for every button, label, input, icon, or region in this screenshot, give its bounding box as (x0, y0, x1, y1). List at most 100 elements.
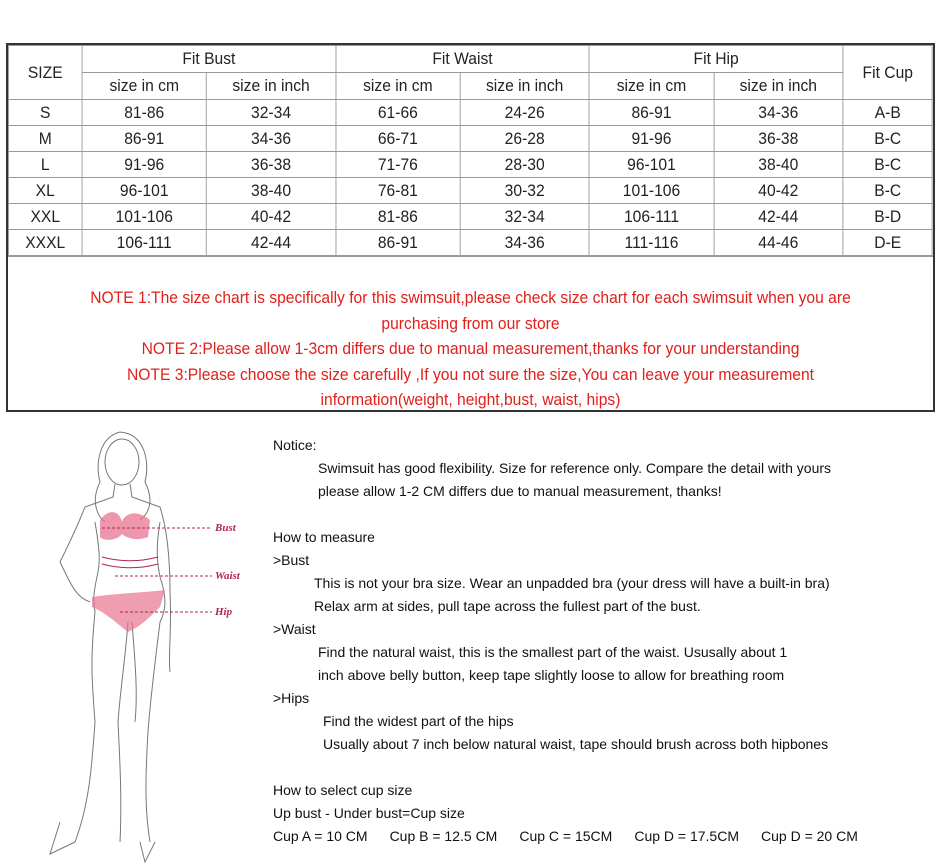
table-cell: B-C (842, 177, 934, 204)
table-cell: 32-34 (459, 203, 590, 230)
cup-size: Cup C = 15CM (519, 828, 613, 844)
sub-header: size in cm (588, 72, 715, 100)
table-cell: 36-38 (205, 151, 337, 178)
table-cell: 86-91 (335, 229, 461, 256)
table-cell: 28-30 (459, 151, 590, 178)
table-cell: 42-44 (205, 229, 337, 256)
hip-label: Hip (214, 606, 233, 618)
table-cell: XL (8, 177, 83, 204)
table-cell: 111-116 (588, 229, 715, 256)
size-table: SIZE Fit Bust Fit Waist Fit Hip Fit Cup … (8, 45, 934, 256)
table-cell: 101-106 (81, 203, 207, 230)
sub-header: size in cm (335, 72, 461, 100)
table-row: S 81-86 32-34 61-66 24-26 86-91 34-36 A-B (8, 99, 934, 126)
table-cell: 61-66 (335, 99, 461, 126)
hips-title: >Hips (273, 690, 310, 706)
bikini-bottom (92, 590, 165, 632)
table-cell: XXXL (8, 229, 83, 256)
table-cell: 40-42 (205, 203, 337, 230)
table-row: L 91-96 36-38 71-76 28-30 96-101 38-40 B-C (8, 151, 934, 178)
body-measurement-illustration: Bust Waist Hip (49, 431, 241, 864)
table-cell: 30-32 (459, 177, 590, 204)
table-cell: 101-106 (588, 177, 715, 204)
table-cell: 42-44 (713, 203, 844, 230)
how-to-measure-title: How to measure (273, 529, 375, 545)
table-cell: 71-76 (335, 151, 461, 178)
waist-title: >Waist (273, 621, 316, 637)
table-cell: L (8, 151, 83, 178)
table-cell: 91-96 (588, 125, 715, 152)
table-cell: 34-36 (205, 125, 337, 152)
table-cell: 32-34 (205, 99, 337, 126)
sub-header: size in cm (81, 72, 207, 100)
cup-size: Cup B = 12.5 CM (389, 828, 498, 844)
bust-title: >Bust (273, 552, 310, 568)
table-cell: 38-40 (205, 177, 337, 204)
table-row: XL 96-101 38-40 76-81 30-32 101-106 40-42 B-C (8, 177, 934, 204)
note-line: NOTE 3:Please choose the size carefully … (126, 364, 815, 384)
bust-line: This is not your bra size. Wear an unpad… (314, 575, 830, 591)
hips-line: Usually about 7 inch below natural waist… (323, 736, 829, 752)
table-row: XXL 101-106 40-42 81-86 32-34 106-111 42-44 B-D (8, 203, 934, 230)
table-cell: M (8, 125, 83, 152)
sub-header: size in inch (205, 72, 337, 100)
note-line: NOTE 2:Please allow 1-3cm differs due to… (141, 339, 800, 358)
size-header: SIZE (8, 45, 83, 100)
table-cell: B-D (842, 203, 934, 230)
table-cell: XXL (8, 203, 83, 230)
table-cell: 26-28 (459, 125, 590, 152)
table-cell: 76-81 (335, 177, 461, 204)
table-cell: 81-86 (81, 99, 207, 126)
size-chart: SIZE Fit Bust Fit Waist Fit Hip Fit Cup … (6, 43, 935, 412)
hips-line: Find the widest part of the hips (323, 713, 514, 729)
bra (100, 512, 150, 540)
table-cell: S (8, 99, 83, 126)
cup-size: Cup D = 20 CM (761, 828, 858, 844)
cup-title: How to select cup size (273, 782, 413, 798)
table-cell: 96-101 (588, 151, 715, 178)
table-cell: 81-86 (335, 203, 461, 230)
notice-title: Notice: (273, 437, 317, 453)
table-cell: 34-36 (713, 99, 844, 126)
table-cell: 66-71 (335, 125, 461, 152)
waist-label: Waist (215, 570, 241, 582)
measurement-guide: Notice: Swimsuit has good flexibility. S… (273, 434, 880, 848)
notice-line: Swimsuit has good flexibility. Size for … (318, 460, 832, 476)
note-line: information(weight, height,bust, waist, … (320, 390, 621, 409)
group-header: Fit Bust (81, 45, 337, 73)
cup-size: Cup A = 10 CM (273, 828, 368, 844)
waist-line: inch above belly button, keep tape sligh… (318, 667, 785, 683)
sub-header: size in inch (713, 72, 844, 100)
table-cell: 44-46 (713, 229, 844, 256)
notes: NOTE 1:The size chart is specifically fo… (8, 256, 933, 410)
table-cell: 86-91 (81, 125, 207, 152)
note-line: purchasing from our store (381, 313, 560, 333)
table-cell: 24-26 (459, 99, 590, 126)
group-header: Fit Hip (588, 45, 844, 73)
cup-size: Cup D = 17.5CM (634, 828, 739, 844)
cup-formula: Up bust - Under bust=Cup size (273, 805, 465, 821)
table-row: XXXL 106-111 42-44 86-91 34-36 111-116 44-46 D-… (8, 229, 934, 256)
table-cell: 34-36 (459, 229, 590, 256)
table-cell: B-C (842, 125, 934, 152)
table-cell: B-C (842, 151, 934, 178)
table-cell: 38-40 (713, 151, 844, 178)
table-cell: D-E (842, 229, 934, 256)
cup-sizes: Cup A = 10 CM Cup B = 12.5 CM Cup C = 15CM… (273, 825, 880, 848)
table-cell: 106-111 (588, 203, 715, 230)
note-line: NOTE 1:The size chart is specifically fo… (90, 288, 851, 307)
table-cell: 96-101 (81, 177, 207, 204)
table-cell: 106-111 (81, 229, 207, 256)
table-cell: A-B (842, 99, 934, 126)
table-cell: 91-96 (81, 151, 207, 178)
cup-header: Fit Cup (842, 45, 934, 100)
table-cell: 40-42 (713, 177, 844, 204)
bust-line: Relax arm at sides, pull tape across the… (314, 598, 701, 614)
sub-header: size in inch (459, 72, 590, 100)
group-header: Fit Waist (335, 45, 590, 73)
table-row: M 86-91 34-36 66-71 26-28 91-96 36-38 B-C (8, 125, 934, 152)
waist-line: Find the natural waist, this is the smal… (318, 644, 788, 660)
bust-label: Bust (214, 522, 237, 534)
table-cell: 86-91 (588, 99, 715, 126)
table-cell: 36-38 (713, 125, 844, 152)
